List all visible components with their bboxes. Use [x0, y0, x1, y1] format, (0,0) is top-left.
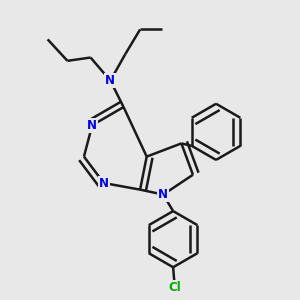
Text: N: N: [105, 74, 116, 87]
Text: N: N: [87, 119, 97, 132]
Text: N: N: [99, 176, 109, 190]
Text: N: N: [158, 188, 168, 201]
Text: Cl: Cl: [168, 280, 181, 294]
